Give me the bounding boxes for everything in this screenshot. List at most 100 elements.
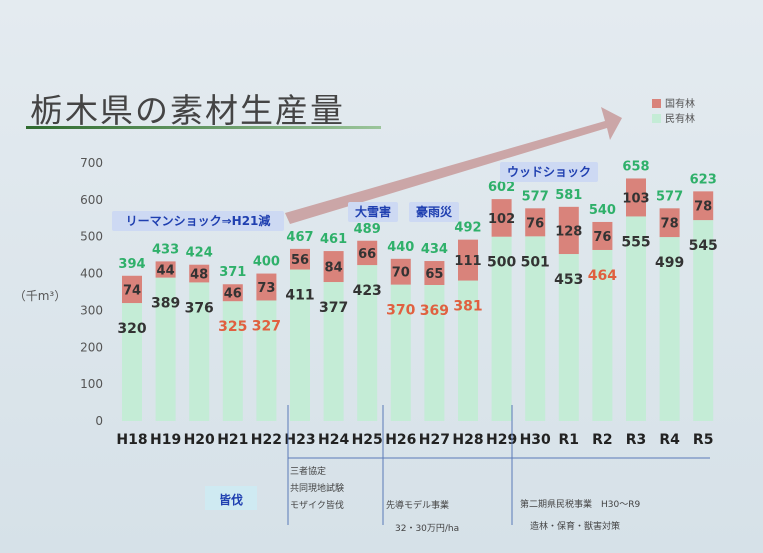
x-tick-label: R4	[659, 432, 680, 448]
bar-private-forest	[256, 300, 277, 421]
bar-national-forest	[592, 221, 613, 250]
x-tick-label: H28	[452, 432, 483, 448]
annotation-lehman-box	[112, 211, 284, 231]
clear-cut-box	[205, 486, 257, 510]
bar-national-forest	[357, 240, 378, 266]
legend-label-private: 民有林	[665, 112, 695, 125]
legend-label-national: 国有林	[665, 97, 695, 110]
bar-national-forest	[122, 275, 142, 304]
bar-national-forest	[458, 239, 478, 281]
data-label-private: 555	[621, 234, 650, 250]
bar-private-forest	[222, 301, 243, 421]
legend-swatch-private	[652, 114, 661, 123]
x-tick-label: R1	[559, 432, 580, 448]
bar-national-forest	[693, 191, 714, 221]
data-label-total: 467	[286, 230, 313, 245]
period-label-pilot: 先導モデル事業	[386, 499, 449, 511]
x-tick-label: H23	[284, 432, 315, 448]
bar-private-forest	[290, 269, 310, 421]
x-tick-label: H22	[251, 432, 282, 448]
bar-private-forest	[424, 284, 445, 421]
data-label-total: 489	[354, 222, 381, 237]
bar-national-forest	[155, 261, 176, 278]
period-label-tax: 第二期県民税事業 H30～R9	[520, 498, 640, 510]
bar-private-forest	[122, 303, 142, 421]
bar-national-forest	[189, 264, 210, 283]
data-label-national: 84	[325, 261, 343, 276]
data-label-private: 389	[151, 296, 180, 312]
annotation-snow-damage: 大雪害	[355, 204, 391, 219]
data-label-total: 623	[690, 172, 717, 187]
x-tick-label: H18	[116, 432, 147, 448]
data-label-private: 545	[689, 238, 718, 254]
legend-swatch-national	[652, 99, 661, 108]
data-label-total: 658	[622, 159, 649, 174]
x-tick-label: R3	[626, 432, 647, 448]
x-tick-label: R2	[592, 432, 613, 448]
data-label-total: 424	[186, 246, 213, 261]
data-label-total: 434	[421, 242, 448, 257]
data-label-private: 381	[453, 299, 482, 315]
x-tick-label: H30	[520, 432, 551, 448]
data-label-total: 400	[253, 255, 280, 270]
bar-private-forest	[558, 254, 579, 421]
y-tick-label: 300	[80, 303, 103, 317]
data-label-private: 464	[588, 268, 617, 284]
trend-arrow	[285, 107, 622, 224]
y-tick-label: 200	[80, 340, 103, 354]
data-label-private: 499	[655, 255, 684, 271]
data-label-national: 78	[661, 217, 679, 232]
data-label-private: 327	[252, 318, 281, 334]
period-label-clearcut: 皆伐	[219, 492, 243, 507]
data-label-national: 48	[190, 268, 208, 283]
bar-private-forest	[659, 237, 680, 421]
bar-private-forest	[390, 284, 411, 421]
period-sublabel-tax: 造林・保育・獣害対策	[530, 520, 620, 532]
data-label-national: 128	[555, 224, 582, 239]
data-label-private: 377	[319, 300, 348, 316]
x-tick-label: H19	[150, 432, 181, 448]
x-tick-label: H25	[352, 432, 383, 448]
bar-national-forest	[390, 258, 411, 285]
y-tick-label: 600	[80, 193, 103, 207]
bar-private-forest	[626, 216, 646, 421]
period-label-agreement: 共同現地試験	[290, 482, 344, 494]
y-tick-label: 0	[95, 414, 103, 428]
bar-national-forest	[424, 261, 445, 285]
bar-national-forest	[290, 248, 310, 270]
y-axis-label: （千m³）	[14, 289, 67, 303]
data-label-national: 103	[622, 191, 649, 206]
annotation-heavy-rain-box	[409, 202, 459, 222]
bar-national-forest	[491, 199, 512, 237]
data-label-private: 501	[521, 254, 550, 270]
data-label-national: 56	[291, 253, 309, 268]
bar-national-forest	[525, 208, 546, 237]
data-label-national: 102	[488, 212, 515, 227]
x-tick-label: H20	[184, 432, 215, 448]
period-label-agreement: 三者協定	[290, 465, 326, 477]
bar-national-forest	[222, 284, 243, 302]
data-label-private: 325	[218, 319, 247, 335]
period-sublabel-pilot: 32・30万円/ha	[395, 523, 459, 534]
annotation-wood-shock-box	[500, 162, 598, 182]
bar-private-forest	[357, 265, 378, 421]
annotation-lehman: リーマンショック⇒H21減	[126, 213, 271, 228]
bar-private-forest	[693, 220, 714, 421]
data-label-private: 376	[185, 300, 214, 316]
data-label-private: 369	[420, 303, 449, 319]
data-label-national: 65	[425, 267, 443, 282]
data-label-national: 76	[526, 216, 544, 231]
y-tick-label: 400	[80, 267, 103, 281]
data-label-total: 461	[320, 232, 347, 247]
y-tick-label: 700	[80, 156, 103, 170]
data-label-national: 74	[123, 283, 141, 298]
annotation-snow-damage-box	[348, 202, 398, 222]
data-label-total: 540	[589, 203, 616, 218]
x-tick-label: H27	[419, 432, 450, 448]
data-label-total: 492	[454, 221, 481, 236]
period-label-agreement: モザイク皆伐	[290, 499, 344, 511]
data-label-total: 394	[118, 257, 145, 272]
x-tick-label: H24	[318, 432, 349, 448]
data-label-national: 66	[358, 247, 376, 262]
